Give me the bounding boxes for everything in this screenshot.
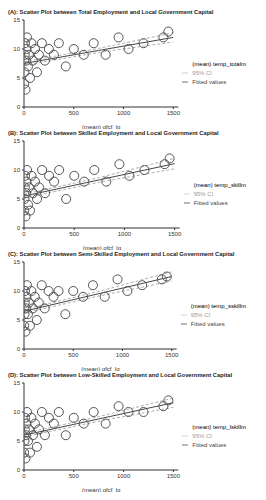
html-text:Fitted values: Fitted values (193, 199, 228, 206)
svg-text:0: 0 (17, 467, 21, 473)
svg-text:500: 500 (69, 110, 80, 116)
svg-text:0: 0 (22, 231, 26, 237)
html-text:(C): Scatter Plot between Semi: (C): Scatter Plot between Semi-Skilled E… (8, 251, 235, 257)
html-text:(B): Scatter Plot between Skil: (B): Scatter Plot between Skilled Employ… (8, 130, 219, 136)
svg-text:15: 15 (13, 259, 20, 265)
html-text:(mean) temp_lskillm: (mean) temp_lskillm (192, 423, 246, 430)
html-text:(A): Scatter Plot between Tota: (A): Scatter Plot between Total Employme… (8, 9, 214, 15)
svg-text:500: 500 (69, 231, 80, 237)
svg-text:0: 0 (22, 352, 26, 358)
svg-text:500: 500 (68, 352, 79, 358)
svg-text:1500: 1500 (167, 110, 181, 116)
svg-text:0: 0 (17, 104, 21, 110)
svg-text:0: 0 (22, 110, 26, 116)
svg-text:(mean) gfcf_lg: (mean) gfcf_lg (82, 124, 120, 129)
html-text:(mean) temp_sskillm: (mean) temp_sskillm (190, 302, 246, 309)
html-text:(mean) temp_totalm: (mean) temp_totalm (192, 60, 246, 67)
html-text:(D): Scatter Plot between Low-: (D): Scatter Plot between Low-Skilled Em… (8, 372, 233, 378)
svg-text:(mean) gfcf_lg: (mean) gfcf_lg (81, 366, 119, 371)
svg-text:1500: 1500 (167, 473, 181, 479)
svg-text:10: 10 (13, 167, 20, 173)
svg-text:10: 10 (13, 288, 20, 294)
svg-text:1500: 1500 (168, 231, 182, 237)
svg-text:5: 5 (17, 438, 21, 444)
svg-text:500: 500 (69, 473, 80, 479)
html-text:Fitted values: Fitted values (192, 441, 227, 448)
svg-text:1000: 1000 (117, 473, 131, 479)
html-text:Fitted values: Fitted values (190, 320, 225, 327)
svg-text:10: 10 (13, 46, 20, 52)
svg-text:0: 0 (17, 346, 21, 352)
html-text:(mean) temp_skillm: (mean) temp_skillm (193, 181, 246, 188)
svg-text:1000: 1000 (117, 110, 131, 116)
html-text:95% CI: 95% CI (193, 190, 214, 197)
svg-text:(mean) gfcf_lg: (mean) gfcf_lg (82, 487, 120, 492)
svg-text:5: 5 (17, 196, 21, 202)
svg-text:(mean) gfcf_lg: (mean) gfcf_lg (83, 245, 121, 250)
html-text:95% CI: 95% CI (192, 432, 212, 439)
svg-text:1000: 1000 (118, 231, 132, 237)
svg-text:5: 5 (17, 75, 21, 81)
html-text:Fitted values: Fitted values (192, 78, 227, 85)
svg-text:0: 0 (22, 473, 26, 479)
svg-text:1000: 1000 (116, 352, 130, 358)
svg-text:15: 15 (13, 138, 20, 144)
svg-text:5: 5 (17, 317, 21, 323)
svg-text:15: 15 (13, 17, 20, 23)
html-text:95% CI: 95% CI (192, 69, 212, 76)
html-text:95% CI: 95% CI (190, 311, 211, 318)
svg-text:15: 15 (13, 380, 20, 386)
svg-text:10: 10 (13, 409, 20, 415)
svg-text:0: 0 (17, 225, 21, 231)
svg-text:1500: 1500 (165, 352, 179, 358)
